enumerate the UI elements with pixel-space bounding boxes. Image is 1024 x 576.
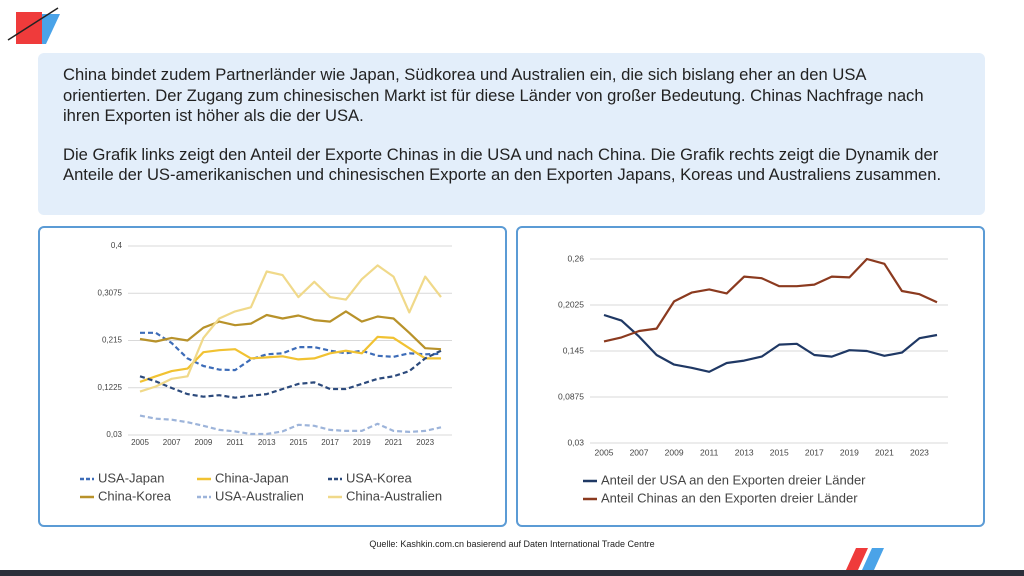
chart-panel	[38, 226, 507, 527]
paragraph: China bindet zudem Partnerländer wie Jap…	[63, 65, 924, 125]
x-tick-label: 2005	[131, 438, 149, 447]
x-tick-label: 2017	[805, 447, 824, 457]
legend-label: China-Korea	[98, 488, 172, 503]
y-tick-label: 0,145	[563, 345, 585, 355]
x-tick-label: 2019	[353, 438, 371, 447]
x-tick-label: 2005	[595, 447, 614, 457]
x-tick-label: 2019	[840, 447, 859, 457]
x-tick-label: 2023	[910, 447, 929, 457]
x-tick-label: 2021	[385, 438, 403, 447]
series-line	[139, 349, 442, 399]
legend-label: USA-Japan	[98, 470, 164, 485]
x-tick-label: 2007	[163, 438, 181, 447]
series-line	[139, 264, 442, 393]
y-tick-label: 0,1225	[98, 383, 123, 392]
x-tick-label: 2013	[258, 438, 276, 447]
x-tick-label: 2011	[226, 438, 244, 447]
y-tick-label: 0,2025	[558, 299, 584, 309]
y-tick-label: 0,3075	[98, 288, 123, 297]
legend-label: USA-Korea	[346, 470, 413, 485]
series-line	[603, 313, 938, 373]
y-tick-label: 0,4	[111, 241, 123, 250]
y-tick-label: 0,26	[567, 253, 584, 263]
legend-label: China-Australien	[346, 488, 442, 503]
x-tick-label: 2015	[770, 447, 789, 457]
legend-label: USA-Australien	[215, 488, 304, 503]
y-tick-label: 0,03	[567, 437, 584, 447]
series-line	[139, 310, 442, 351]
logo	[7, 7, 60, 44]
chart-panel	[516, 226, 985, 527]
x-tick-label: 2011	[700, 447, 719, 457]
legend-label: Anteil der USA an den Exporten dreier Lä…	[601, 472, 866, 487]
footer-bar	[0, 570, 1024, 576]
y-tick-label: 0,0875	[558, 391, 584, 401]
paragraph: Die Grafik links zeigt den Anteil der Ex…	[63, 144, 942, 185]
y-tick-label: 0,03	[106, 430, 122, 439]
y-tick-label: 0,215	[102, 336, 123, 345]
text-box: China bindet zudem Partnerländer wie Jap…	[38, 53, 985, 215]
series-line	[603, 257, 938, 343]
x-tick-label: 2021	[875, 447, 894, 457]
x-tick-label: 2013	[735, 447, 754, 457]
series-line	[139, 335, 441, 383]
x-tick-label: 2009	[665, 447, 684, 457]
source: Quelle: Kashkin.com.cn basierend auf Dat…	[369, 539, 655, 549]
series-line	[139, 414, 442, 436]
legend-label: China-Japan	[215, 470, 289, 485]
x-tick-label: 2017	[321, 438, 339, 447]
x-tick-label: 2015	[290, 438, 308, 447]
series-line	[140, 331, 442, 372]
x-tick-label: 2009	[194, 438, 212, 447]
x-tick-label: 2023	[416, 438, 434, 447]
x-tick-label: 2007	[630, 447, 649, 457]
legend-label: Anteil Chinas an den Exporten dreier Län…	[601, 490, 858, 505]
footer-logo	[846, 548, 884, 570]
